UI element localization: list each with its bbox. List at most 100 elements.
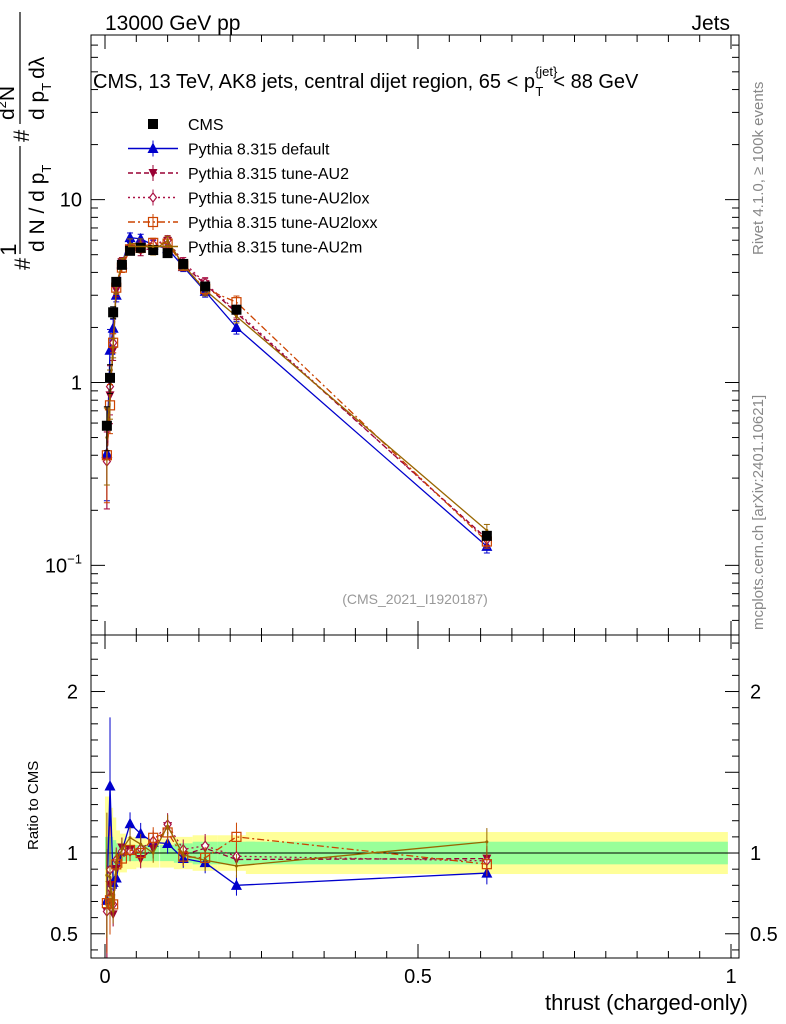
data-point	[234, 314, 238, 318]
series-mc-5	[103, 235, 490, 538]
ratio-y-tick-label-right: 2	[750, 682, 761, 704]
y-axis-label-text: #1	[0, 244, 35, 271]
svg-text:d N / d pT: d N / d pT	[26, 165, 54, 252]
ratio-point	[166, 824, 170, 828]
ratio-point	[181, 853, 185, 857]
ratio-point	[108, 875, 112, 879]
ratio-panel: 0.5 0.5 1 1 2 2	[50, 634, 778, 959]
data-point	[101, 420, 112, 431]
series-line	[106, 236, 488, 547]
svg-text:#: #	[9, 129, 34, 142]
ratio-axis-label: Ratio to CMS	[25, 761, 42, 850]
legend-item: Pythia 8.315 default	[128, 140, 330, 159]
legend-label: CMS	[188, 117, 224, 134]
main-series-layer	[101, 231, 493, 554]
svg-text:d2N: d2N	[0, 86, 19, 120]
ratio-point	[481, 859, 492, 870]
ratio-point	[151, 851, 155, 855]
legend-marker	[151, 245, 155, 248]
data-point	[148, 245, 159, 256]
legend-marker	[147, 216, 159, 228]
data-point	[135, 242, 146, 253]
x-axis-label: thrust (charged-only)	[545, 990, 748, 1015]
main-y-tick-label: 10	[60, 190, 82, 212]
ratio-point	[139, 842, 143, 846]
data-point	[107, 322, 119, 333]
ratio-y-tick-label-right: 0.5	[750, 924, 778, 946]
legend-item: CMS	[148, 117, 224, 134]
main-y-tick-label: 1	[71, 372, 82, 394]
ratio-point	[230, 879, 242, 890]
chart-title: CMS, 13 TeV, AK8 jets, central dijet reg…	[93, 64, 639, 99]
data-point	[116, 259, 127, 270]
series-mc-1	[101, 231, 493, 554]
rivet-version-label: Rivet 4.1.0, ≥ 100k events	[750, 82, 767, 255]
series-mc-4	[101, 237, 492, 549]
data-point	[166, 239, 170, 243]
data-point	[231, 304, 242, 315]
legend-label: Pythia 8.315 tune-AU2m	[188, 240, 362, 257]
legend-label: Pythia 8.315 default	[188, 142, 330, 159]
main-y-tick-label: 10−1	[45, 551, 82, 577]
header-right: Jets	[691, 12, 730, 35]
main-panel: 10−1 1 10	[45, 34, 740, 636]
legend: CMS Pythia 8.315 default Pythia 8.315 tune…	[128, 117, 377, 257]
ratio-point	[105, 873, 109, 877]
data-point	[481, 530, 492, 541]
legend-item: Pythia 8.315 tune-AU2lox	[128, 189, 369, 208]
data-point	[162, 248, 173, 259]
ratio-point	[203, 858, 207, 862]
series-cms	[101, 242, 492, 541]
ratio-series-layer	[101, 717, 493, 958]
data-point	[230, 321, 242, 332]
series-line	[106, 239, 488, 532]
ratio-point	[128, 836, 132, 840]
data-point	[178, 258, 189, 269]
ratio-y-tick-label-left: 1	[67, 843, 78, 865]
ratio-point	[124, 817, 136, 829]
ratio-y-tick-label-left: 0.5	[50, 924, 78, 946]
data-point	[200, 281, 211, 292]
series-mc-3	[102, 234, 492, 547]
legend-marker	[148, 192, 158, 203]
legend-marker	[147, 142, 159, 153]
ratio-frame	[90, 634, 740, 959]
legend-marker	[148, 119, 158, 129]
ratio-point	[234, 864, 238, 868]
legend-label: Pythia 8.315 tune-AU2lox	[188, 191, 369, 208]
ratio-point	[114, 860, 118, 864]
ratio-point	[148, 832, 159, 843]
data-point	[108, 307, 119, 318]
series-line	[106, 240, 488, 540]
ratio-y-tick-label-right: 1	[750, 843, 761, 865]
x-tick-label: 1	[725, 966, 736, 988]
ratio-point	[104, 779, 116, 791]
y-axis-label: #1 d N / d pT # d2N d pTdλ	[0, 12, 54, 270]
series-line	[106, 239, 488, 541]
ratio-point	[135, 827, 147, 839]
analysis-watermark: (CMS_2021_I1920187)	[342, 591, 488, 607]
legend-item: Pythia 8.315 tune-AU2	[128, 165, 349, 183]
ratio-point	[485, 840, 489, 844]
legend-item: Pythia 8.315 tune-AU2loxx	[128, 214, 377, 232]
legend-label: Pythia 8.315 tune-AU2loxx	[188, 215, 377, 232]
legend-item: Pythia 8.315 tune-AU2m	[128, 240, 362, 257]
data-point	[124, 231, 136, 243]
svg-text:d pTdλ: d pTdλ	[26, 56, 54, 120]
ratio-point	[231, 831, 242, 842]
legend-marker	[148, 169, 158, 178]
data-point	[105, 372, 116, 383]
data-point	[125, 245, 136, 256]
header-left: 13000 GeV pp	[105, 12, 240, 35]
data-point	[128, 242, 132, 246]
ratio-point	[120, 847, 124, 851]
ratio-series-mc-5	[105, 812, 489, 938]
data-point	[111, 346, 115, 350]
legend-label: Pythia 8.315 tune-AU2	[188, 166, 349, 183]
data-point	[111, 276, 122, 287]
x-tick-label: 0.5	[404, 966, 432, 988]
ratio-y-tick-label-left: 2	[67, 682, 78, 704]
x-tick-label: 0	[99, 966, 110, 988]
ratio-point	[111, 909, 115, 913]
